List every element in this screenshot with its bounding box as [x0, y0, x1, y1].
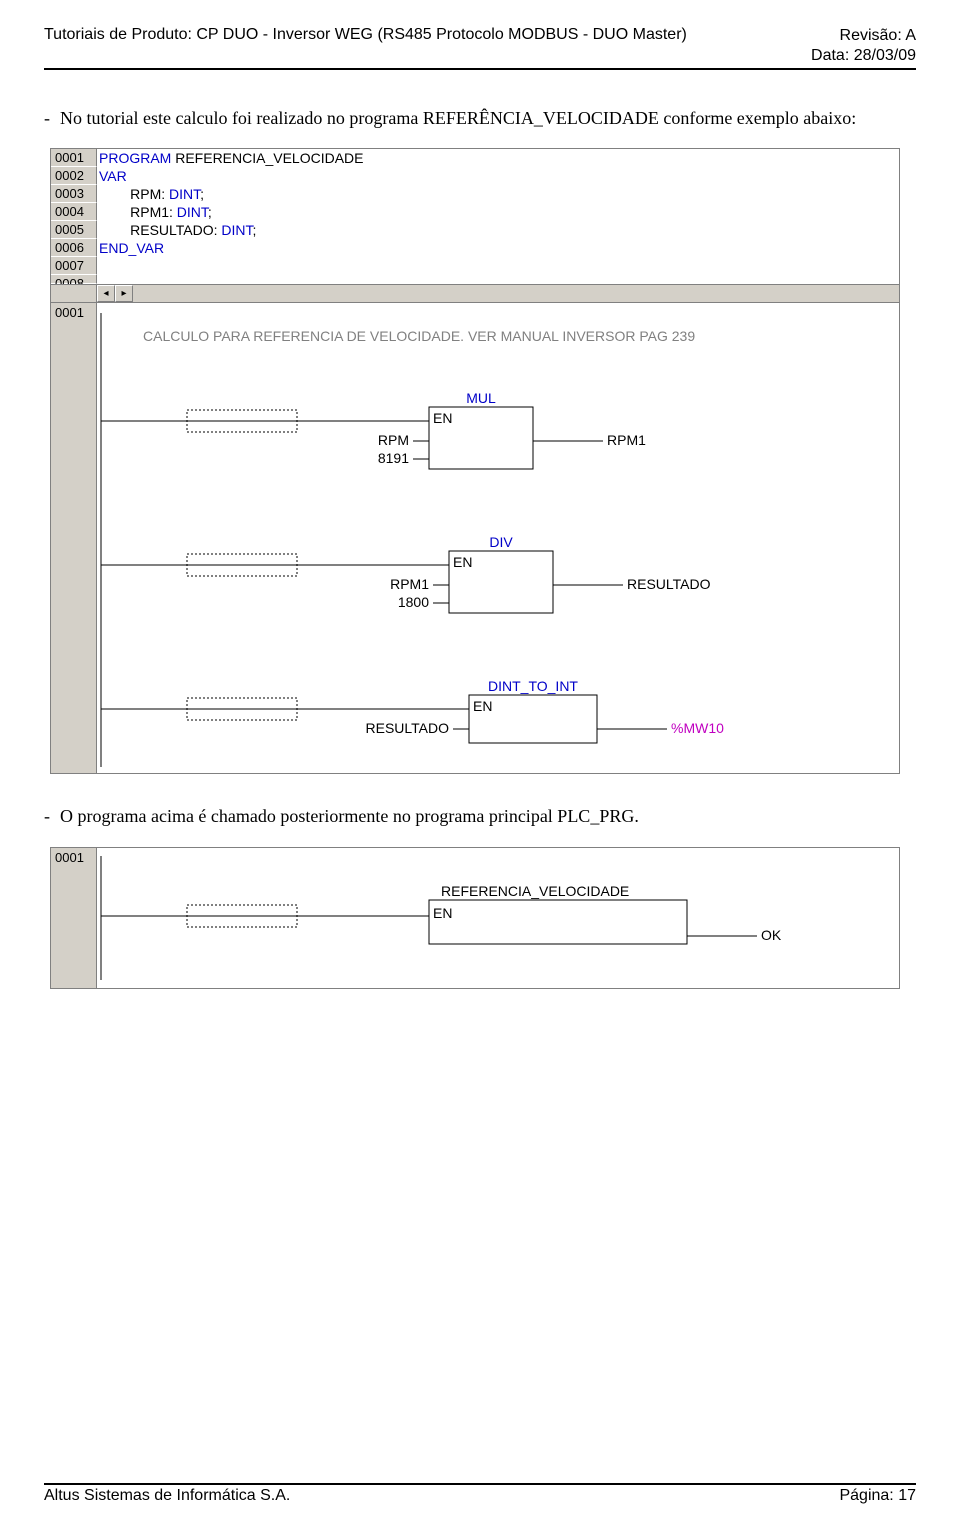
svg-text:RPM1: RPM1 — [607, 432, 646, 448]
svg-text:EN: EN — [473, 698, 492, 714]
footer-right: Página: 17 — [839, 1487, 916, 1505]
header-revision: Revisão: A — [811, 26, 916, 46]
svg-text:RPM: RPM — [378, 432, 409, 448]
code-text: RESULTADO: DINT; — [97, 221, 899, 239]
header-right: Revisão: A Data: 28/03/09 — [811, 26, 916, 66]
svg-text:EN: EN — [453, 554, 472, 570]
ladder2-gutter: 0001 — [51, 848, 97, 988]
paragraph-2: -O programa acima é chamado posteriormen… — [44, 804, 916, 828]
code-text: END_VAR — [97, 239, 899, 257]
code-text — [97, 257, 899, 275]
svg-text:RESULTADO: RESULTADO — [627, 576, 711, 592]
line-number: 0008 — [51, 275, 97, 284]
line-number: 0004 — [51, 203, 97, 221]
footer-left: Altus Sistemas de Informática S.A. — [44, 1487, 290, 1505]
line-number: 0002 — [51, 167, 97, 185]
svg-text:RPM1: RPM1 — [390, 576, 429, 592]
header-date: Data: 28/03/09 — [811, 46, 916, 66]
page-header: Tutoriais de Produto: CP DUO - Inversor … — [44, 26, 916, 70]
code-line: 0002VAR — [51, 167, 899, 185]
code-text: RPM1: DINT; — [97, 203, 899, 221]
svg-text:CALCULO PARA REFERENCIA DE VEL: CALCULO PARA REFERENCIA DE VELOCIDADE. V… — [143, 328, 695, 344]
paragraph-1: -No tutorial este calculo foi realizado … — [44, 106, 916, 130]
svg-text:EN: EN — [433, 410, 452, 426]
line-number: 0005 — [51, 221, 97, 239]
code-line: 0007 — [51, 257, 899, 275]
svg-text:RESULTADO: RESULTADO — [366, 720, 450, 736]
code-line: 0003 RPM: DINT; — [51, 185, 899, 203]
line-number: 0006 — [51, 239, 97, 257]
line-number: 0001 — [51, 149, 97, 167]
ladder-diagram-2: 0001 REFERENCIA_VELOCIDADE EN OK — [50, 847, 900, 989]
scrollbar-gutter-spacer — [51, 285, 97, 302]
list-dash: - — [44, 806, 60, 826]
scroll-left-button[interactable]: ◂ — [97, 285, 115, 302]
svg-text:8191: 8191 — [378, 450, 409, 466]
code-line: 0001PROGRAM REFERENCIA_VELOCIDADE — [51, 149, 899, 167]
line-number: 0003 — [51, 185, 97, 203]
svg-text:OK: OK — [761, 927, 782, 943]
page-footer: Altus Sistemas de Informática S.A. Págin… — [44, 1483, 916, 1505]
code-text — [97, 275, 899, 284]
svg-text:REFERENCIA_VELOCIDADE: REFERENCIA_VELOCIDADE — [441, 883, 629, 899]
ladder1-gutter: 0001 — [51, 303, 97, 773]
code-line: 0005 RESULTADO: DINT; — [51, 221, 899, 239]
line-number: 0007 — [51, 257, 97, 275]
list-dash: - — [44, 108, 60, 128]
code-line: 0006END_VAR — [51, 239, 899, 257]
code-line: 0004 RPM1: DINT; — [51, 203, 899, 221]
svg-text:DINT_TO_INT: DINT_TO_INT — [488, 678, 578, 694]
svg-text:DIV: DIV — [489, 534, 513, 550]
code-text: PROGRAM REFERENCIA_VELOCIDADE — [97, 149, 899, 167]
scroll-right-button[interactable]: ▸ — [115, 285, 133, 302]
code-text: RPM: DINT; — [97, 185, 899, 203]
header-left: Tutoriais de Produto: CP DUO - Inversor … — [44, 26, 687, 66]
svg-text:EN: EN — [433, 905, 452, 921]
code-text: VAR — [97, 167, 899, 185]
ladder1-canvas: CALCULO PARA REFERENCIA DE VELOCIDADE. V… — [97, 303, 899, 773]
paragraph-1-text: No tutorial este calculo foi realizado n… — [60, 108, 856, 128]
code-line: 0008 — [51, 275, 899, 284]
svg-text:MUL: MUL — [466, 390, 496, 406]
paragraph-2-text: O programa acima é chamado posteriorment… — [60, 806, 639, 826]
svg-text:1800: 1800 — [398, 594, 429, 610]
ladder2-canvas: REFERENCIA_VELOCIDADE EN OK — [97, 848, 899, 988]
svg-text:%MW10: %MW10 — [671, 720, 724, 736]
ladder-diagram-1: 0001 CALCULO PARA REFERENCIA DE VELOCIDA… — [50, 303, 900, 774]
horizontal-scrollbar[interactable]: ◂ ▸ — [51, 284, 899, 302]
code-editor-panel: 0001PROGRAM REFERENCIA_VELOCIDADE0002VAR… — [50, 148, 900, 303]
